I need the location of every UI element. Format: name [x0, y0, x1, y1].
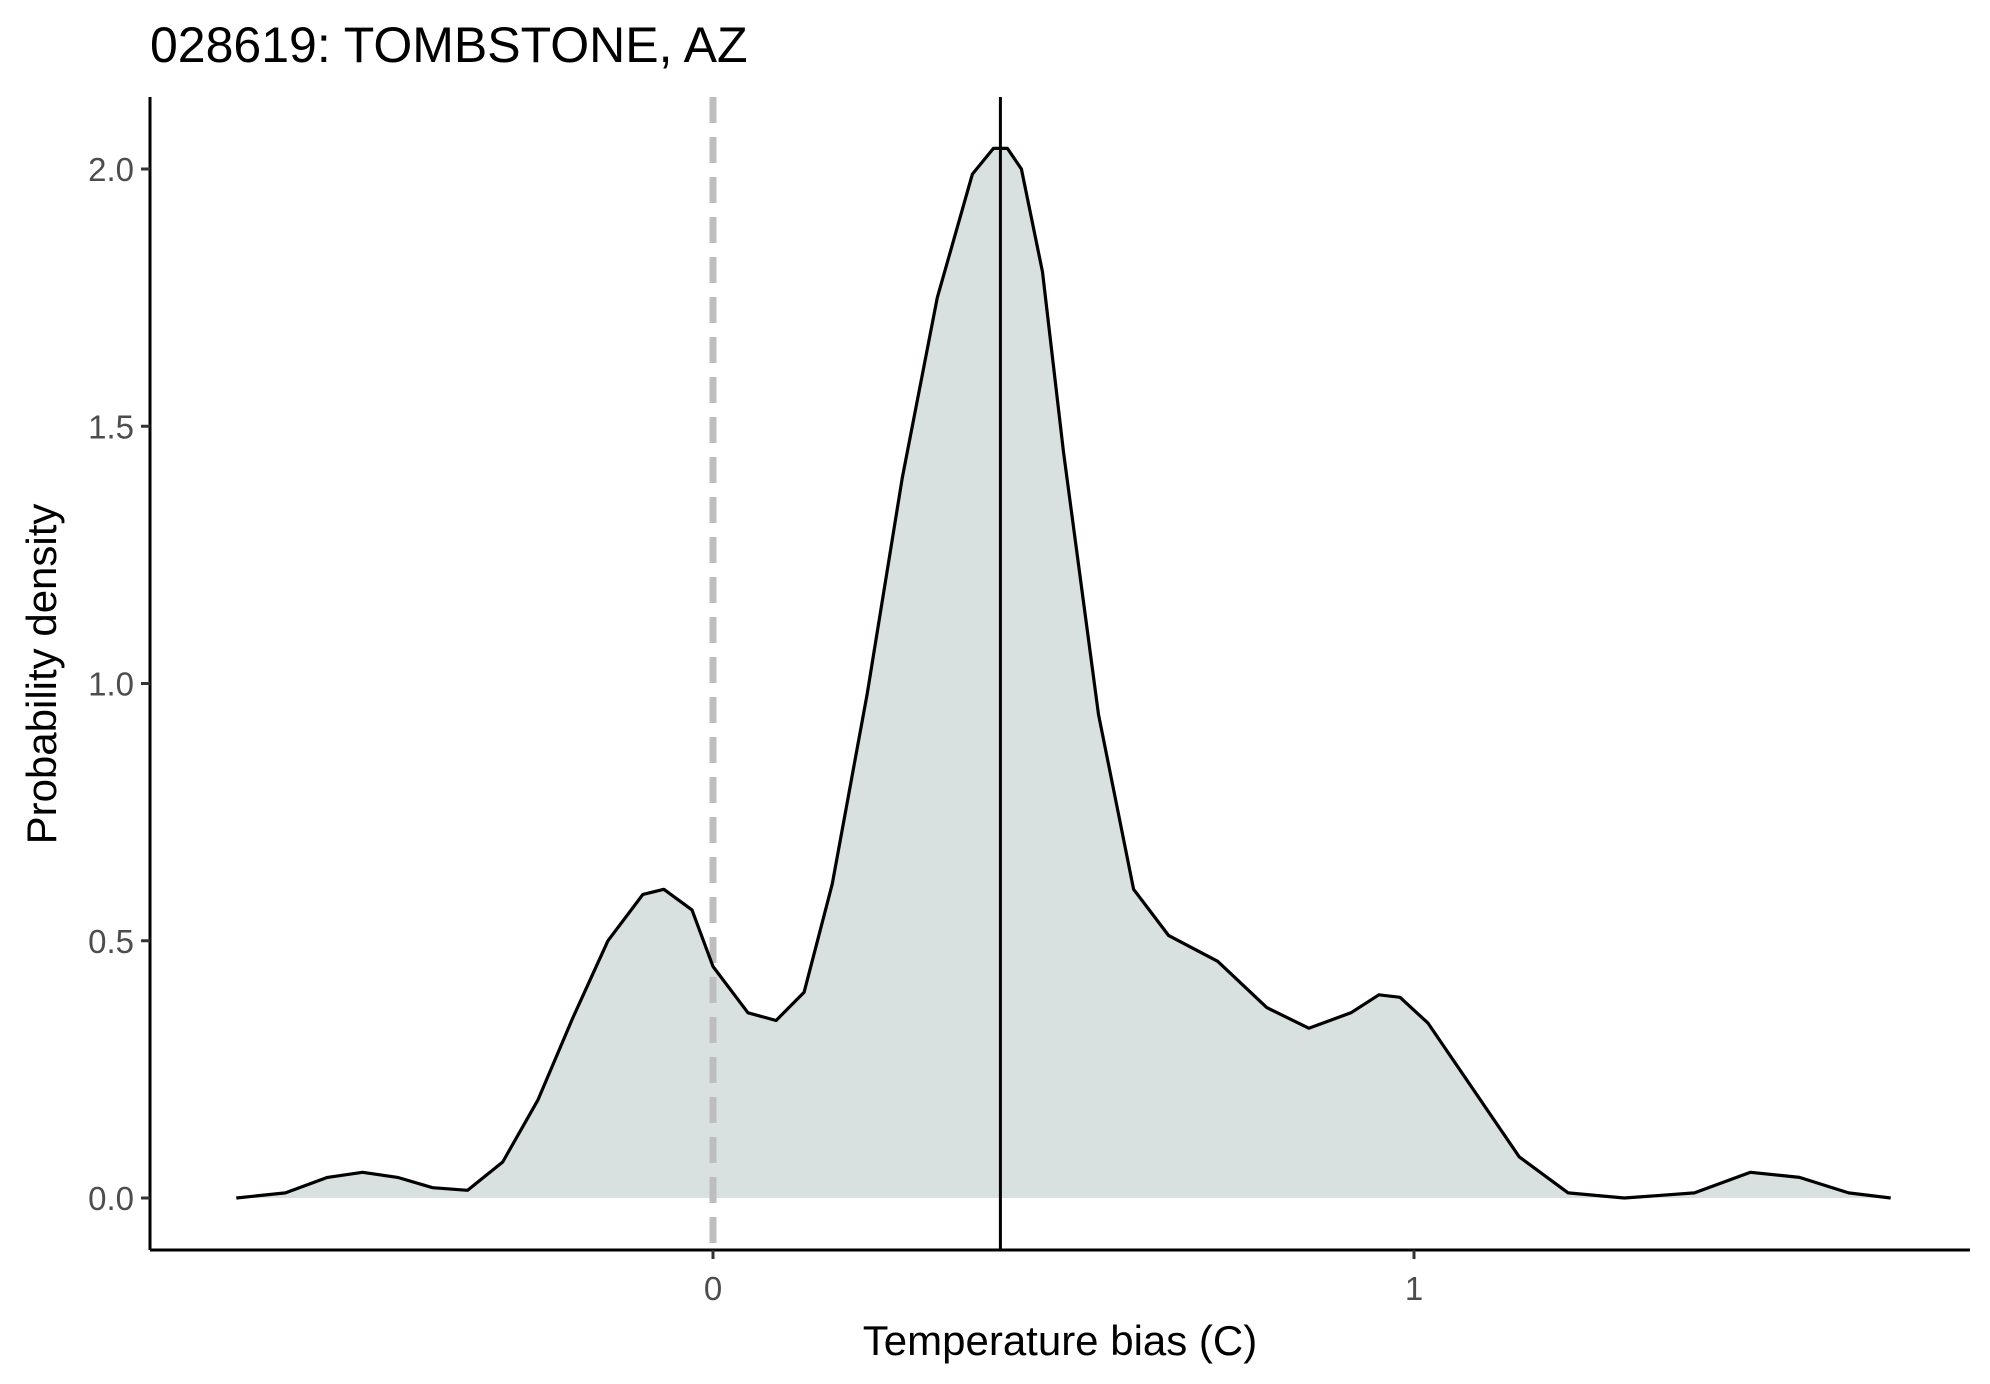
x-tick-label: 1: [1405, 1270, 1423, 1307]
y-tick-label: 0.0: [88, 1180, 134, 1217]
y-tick-label: 0.5: [88, 923, 134, 960]
y-axis-ticks: 0.0 0.5 1.0 1.5 2.0: [88, 151, 150, 1217]
plot-area: [236, 97, 1891, 1250]
y-tick-label: 1.5: [88, 408, 134, 445]
x-axis-title: Temperature bias (C): [863, 1317, 1257, 1364]
density-line: [236, 146, 1891, 1200]
axes: [148, 97, 1970, 1252]
density-fill: [236, 148, 1891, 1198]
y-tick-label: 2.0: [88, 151, 134, 188]
x-tick-label: 0: [704, 1270, 722, 1307]
chart-title: 028619: TOMBSTONE, AZ: [150, 17, 748, 73]
y-tick-label: 1.0: [88, 666, 134, 703]
y-axis-title: Probability density: [18, 504, 65, 845]
